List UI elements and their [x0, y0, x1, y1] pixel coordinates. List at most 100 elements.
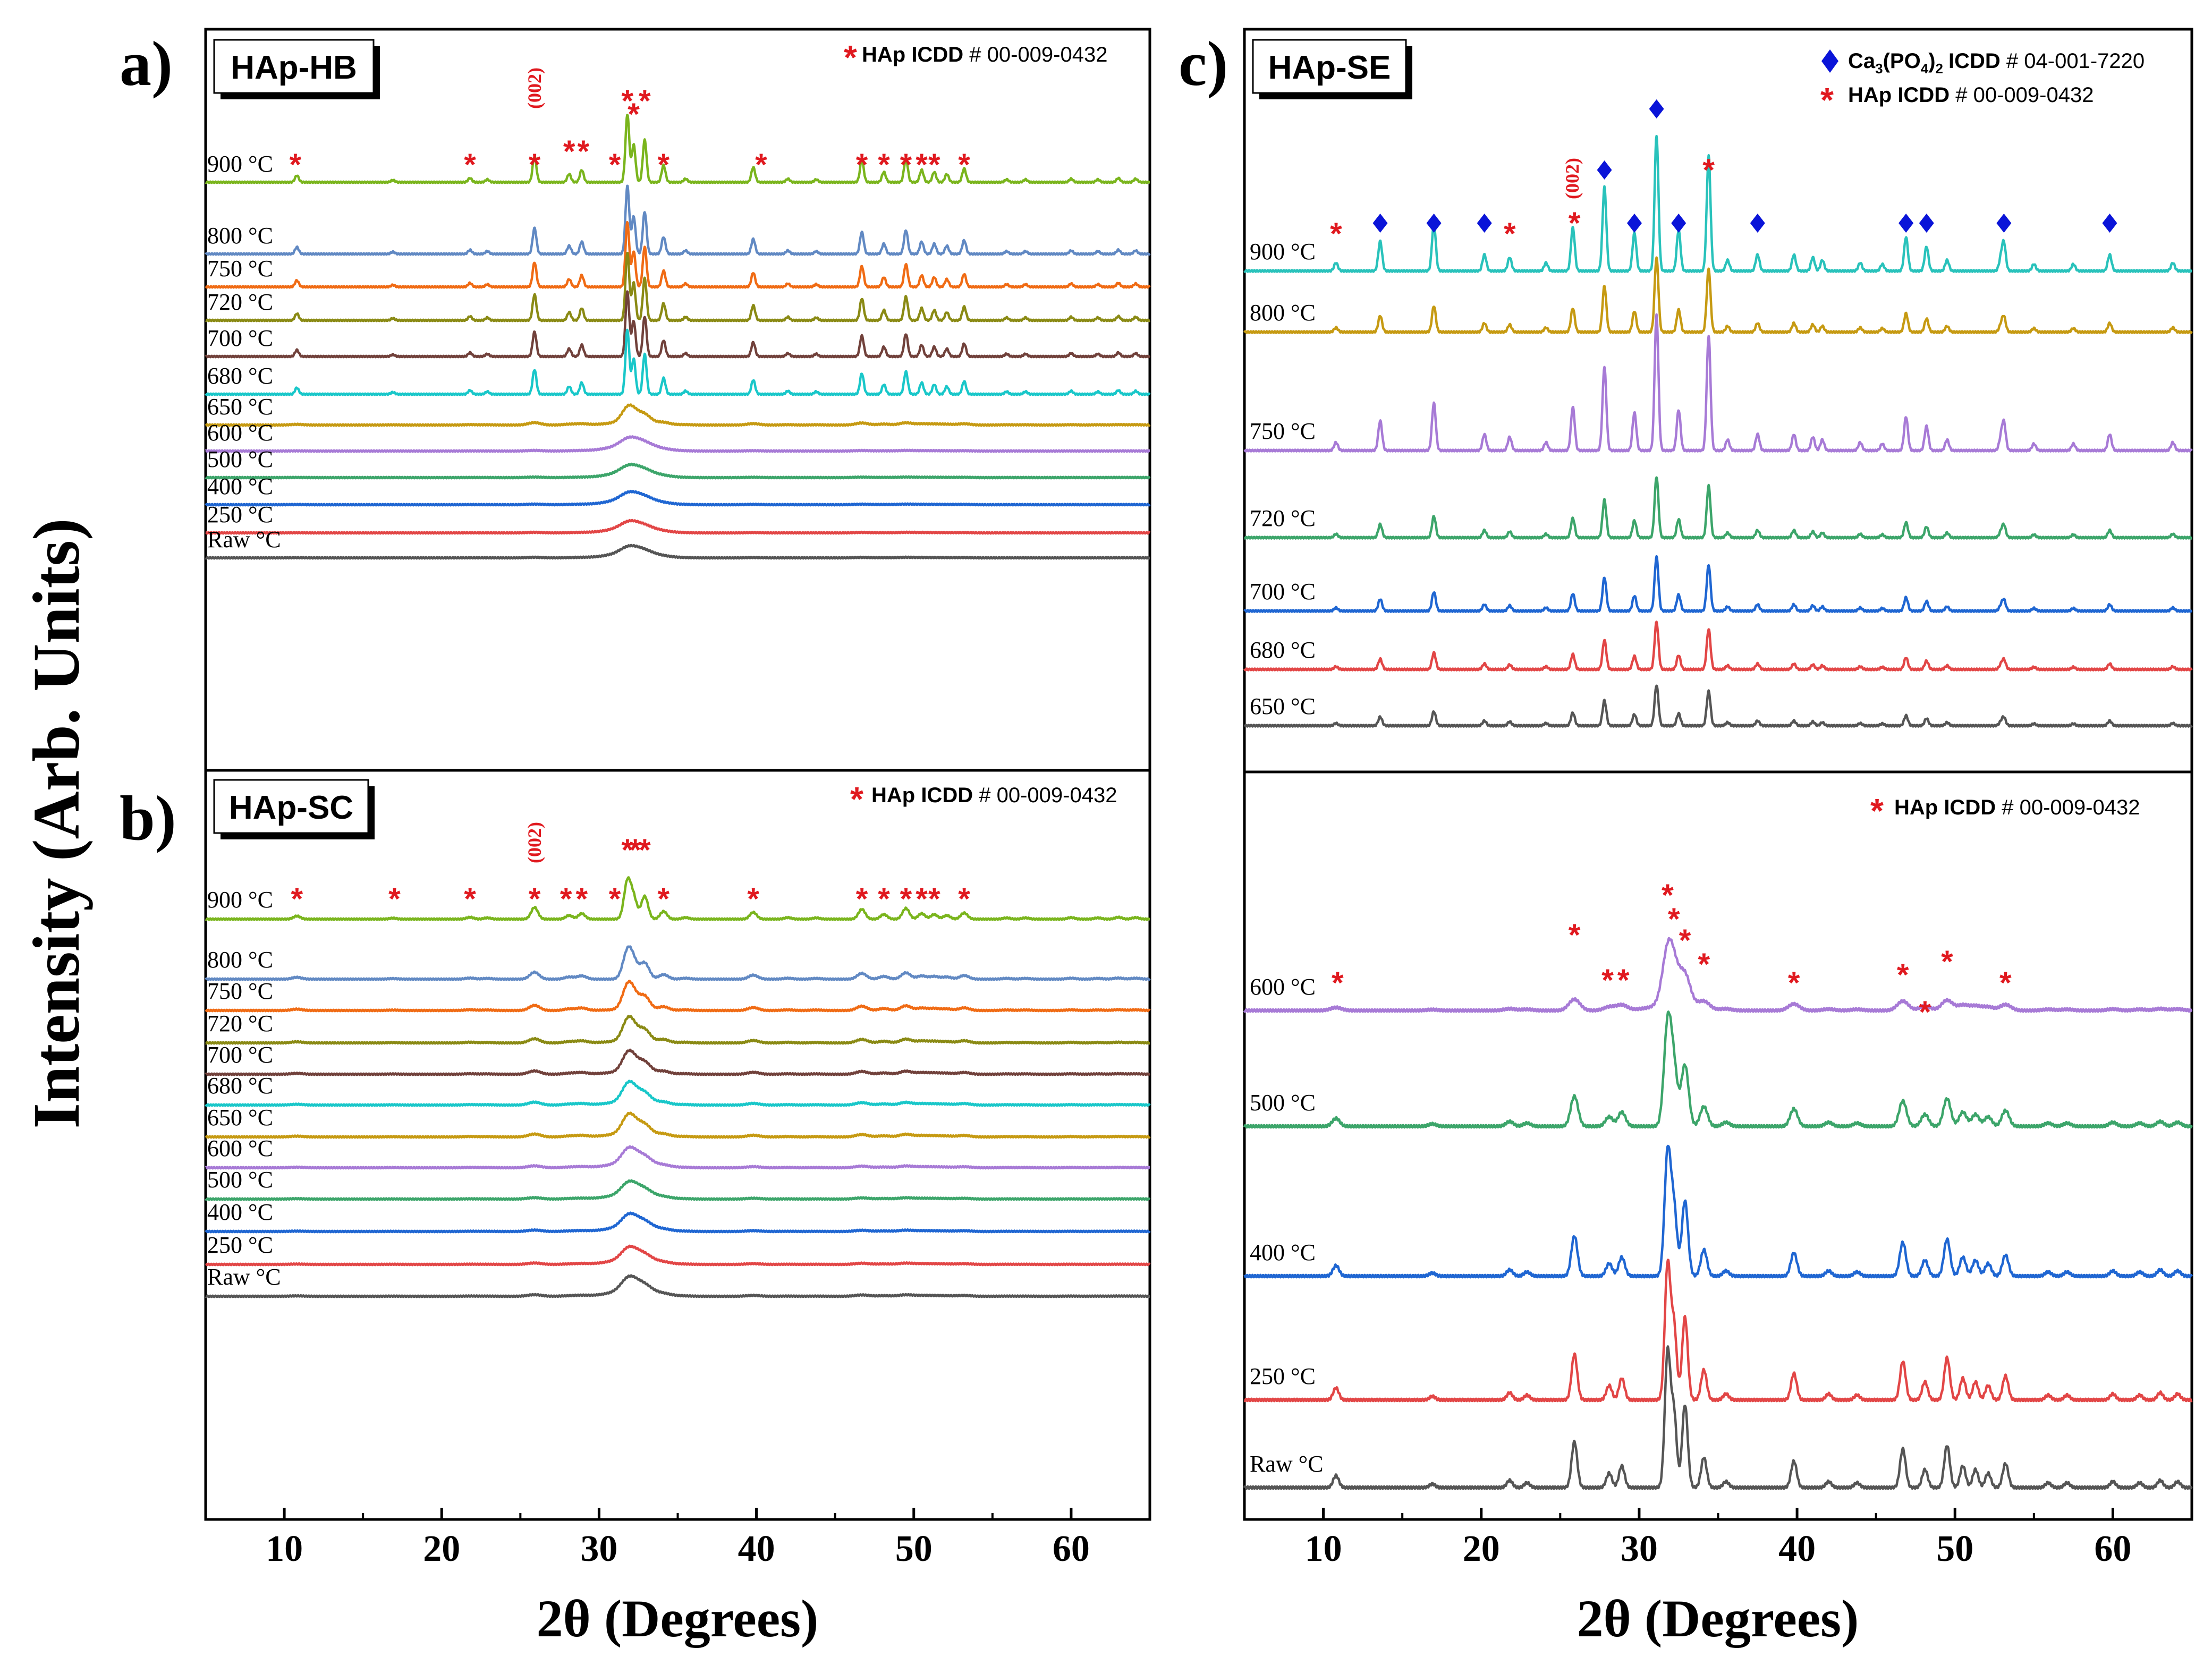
tcp-diamond-marker — [1372, 214, 1388, 233]
x-tick-label: 10 — [1305, 1528, 1342, 1569]
temp-label-b-680C: 680 °C — [207, 1073, 273, 1099]
panel-c-legend-star: * — [1820, 81, 1834, 119]
panel-c-bottom-traces — [1243, 937, 2193, 1490]
panel-c-top-frame — [1243, 28, 2193, 774]
panel-c-bottom-legend-star: * — [1870, 792, 1884, 830]
panel-c-bottom-legend-code: # 00-009-0432 — [2002, 796, 2140, 819]
temp-label-c-900C: 900 °C — [1250, 239, 1316, 265]
panel-a-legend: HAp ICDD # 00-009-0432 — [862, 43, 1107, 66]
tcp-diamond-marker — [1426, 214, 1442, 233]
panel-c-bottom-markers: *** ****** **** — [1332, 878, 2012, 1030]
hap-star-marker: * — [1702, 153, 1715, 188]
panel-c-legend-diamond-icon — [1821, 49, 1838, 73]
hap-star-marker: * — [755, 148, 767, 182]
panel-b-plane-label: (002) — [524, 822, 545, 863]
trace-b-250C — [205, 1244, 1151, 1267]
hap-star-marker: * — [1919, 995, 1931, 1030]
hap-star-marker: * — [1941, 945, 1953, 979]
hap-star-marker: * — [1569, 918, 1581, 953]
hap-star-marker: * — [529, 882, 541, 916]
hap-star-marker: * — [291, 882, 303, 916]
trace-d-250C — [1243, 1259, 2193, 1403]
temp-label-a-680C: 680 °C — [207, 363, 273, 389]
panel-b: b) HAp-SC * HAp ICDD # 00-009-0432 * * * * *… — [120, 769, 1151, 1648]
trace-b-650C — [205, 1111, 1151, 1139]
panel-a-legend-star: * — [844, 38, 857, 77]
panel-c-legend-hap-bold: HAp ICDD — [1848, 83, 1950, 107]
temp-label-b-600C: 600 °C — [207, 1135, 273, 1161]
trace-b-800C — [205, 945, 1151, 981]
hap-star-marker: * — [900, 882, 912, 916]
hap-star-marker: * — [878, 148, 890, 182]
hap-star-marker: * — [529, 148, 541, 182]
temp-label-a-900C: 900 °C — [207, 151, 273, 177]
tcp-diamond-marker — [1996, 214, 2012, 233]
hap-star-marker: * — [628, 97, 640, 132]
temp-label-a-500C: 500 °C — [207, 446, 273, 472]
trace-d-400C — [1243, 1144, 2193, 1279]
panel-c-letter: c) — [1179, 28, 1228, 99]
hap-star-marker: * — [928, 148, 940, 182]
x-tick-label: 30 — [1621, 1528, 1658, 1569]
trace-d-600C — [1243, 937, 2193, 1013]
trace-b-900C — [205, 876, 1151, 921]
temp-label-a-RawC: Raw °C — [207, 526, 281, 553]
hap-star-marker: * — [629, 833, 641, 868]
hap-star-marker: * — [464, 148, 476, 182]
panel-c-legend-hap-code: # 00-009-0432 — [1955, 83, 2094, 107]
panel-c-plane-label: (002) — [1562, 158, 1583, 199]
x-tick-label: 60 — [1053, 1528, 1090, 1569]
panel-a-plane-label: (002) — [524, 67, 545, 109]
x-tick-label: 20 — [423, 1528, 460, 1569]
panel-c-legend-tcp-ca: Ca — [1848, 49, 1876, 73]
hap-star-marker: * — [1504, 217, 1516, 251]
trace-c-680C — [1243, 621, 2193, 672]
hap-star-marker: * — [1662, 878, 1674, 913]
panel-b-title: HAp-SC — [229, 789, 353, 826]
trace-b-600C — [205, 1145, 1151, 1170]
temp-label-a-800C: 800 °C — [207, 223, 273, 249]
panel-b-x-axis: 10 20 30 40 50 60 — [205, 1508, 1151, 1569]
temp-label-b-800C: 800 °C — [207, 947, 273, 973]
panel-c-title: HAp-SE — [1268, 49, 1391, 86]
trace-b-500C — [205, 1179, 1151, 1201]
panel-b-frame — [204, 769, 1151, 1521]
temp-label-c-650C: 650 °C — [1250, 693, 1316, 719]
panel-b-traces — [205, 876, 1151, 1298]
panel-c-legend-tcp-sub3: 2 — [1936, 61, 1943, 77]
trace-a-800C — [205, 184, 1151, 256]
y-axis-label: Intensity (Arb. Units) — [20, 518, 94, 1128]
hap-star-marker: * — [916, 882, 928, 916]
hap-star-marker: * — [1668, 902, 1680, 937]
hap-star-marker: * — [609, 882, 621, 916]
trace-a-250C — [205, 519, 1151, 535]
temp-label-b-500C: 500 °C — [207, 1167, 273, 1193]
temp-label-b-720C: 720 °C — [207, 1010, 273, 1037]
panel-b-x-axis-label: 2θ (Degrees) — [537, 1589, 819, 1648]
hap-star-marker: * — [621, 84, 633, 118]
panel-b-markers: * * * * * * ***** * * * * * * * — [291, 833, 970, 916]
hap-star-marker: * — [658, 882, 670, 916]
temp-label-c-800C: 800 °C — [1250, 300, 1316, 326]
panel-b-title-box — [213, 779, 369, 834]
temp-label-b-400C: 400 °C — [207, 1199, 273, 1225]
tcp-diamond-marker — [1750, 214, 1765, 233]
panel-a-letter: a) — [120, 28, 173, 99]
x-tick-label: 10 — [266, 1528, 303, 1569]
panel-c-top-traces — [1243, 134, 2193, 728]
hap-star-marker: * — [856, 148, 868, 182]
panel-c: c) HAp-SE Ca3(PO4)2 ICDD # 04-001-7220 * … — [1179, 28, 2193, 1648]
hap-star-marker: * — [928, 882, 940, 916]
hap-star-marker: * — [958, 882, 970, 916]
x-tick-label: 30 — [580, 1528, 617, 1569]
hap-star-marker: * — [563, 134, 575, 169]
hap-star-marker: * — [464, 882, 476, 916]
hap-star-marker: * — [621, 833, 633, 868]
hap-star-marker: * — [1617, 963, 1630, 998]
temp-label-c-720C: 720 °C — [1250, 505, 1316, 531]
x-tick-label: 20 — [1463, 1528, 1500, 1569]
temp-label-b-700C: 700 °C — [207, 1042, 273, 1068]
hap-star-marker: * — [1698, 947, 1710, 982]
hap-star-marker: * — [578, 134, 590, 169]
hap-star-marker: * — [958, 148, 970, 182]
